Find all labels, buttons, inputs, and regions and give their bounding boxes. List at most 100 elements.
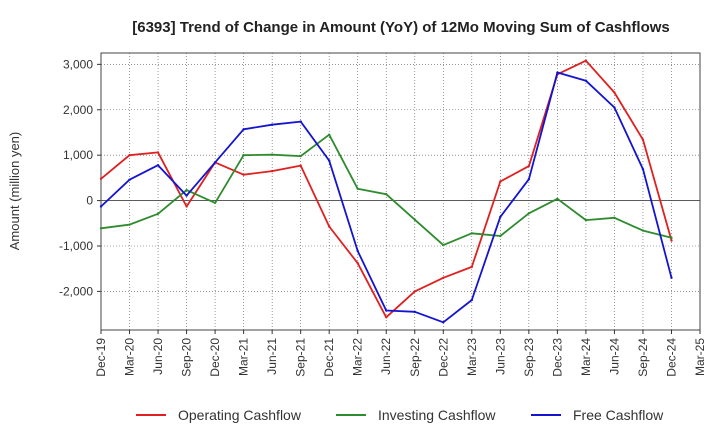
x-tick-label: Dec-22 (436, 338, 450, 377)
x-tick-label: Sep-21 (294, 338, 308, 377)
data-point (670, 236, 673, 240)
data-point (185, 194, 188, 197)
data-point (242, 153, 245, 157)
x-tick-label: Dec-19 (94, 338, 108, 377)
x-tick-label: Dec-21 (322, 338, 336, 377)
data-point (385, 193, 388, 196)
data-point (128, 178, 131, 181)
x-tick-label: Mar-25 (693, 338, 707, 376)
data-point (556, 197, 559, 200)
legend-item: Operating Cashflow (136, 407, 302, 423)
data-point (356, 249, 359, 253)
x-tick-label: Dec-20 (208, 338, 222, 377)
x-tick-label: Dec-23 (550, 338, 564, 377)
x-tick-label: Jun-21 (265, 338, 279, 375)
data-point (499, 234, 502, 238)
data-point (442, 276, 445, 279)
data-point (556, 71, 559, 74)
chart-title: [6393] Trend of Change in Amount (YoY) o… (132, 19, 670, 36)
x-tick-label: Sep-23 (522, 338, 536, 377)
plot-frame (100, 52, 701, 331)
data-point (99, 227, 103, 230)
data-point (527, 212, 531, 215)
data-point (242, 173, 245, 176)
data-point (270, 169, 274, 173)
data-point (270, 123, 274, 126)
x-tick-label: Dec-24 (664, 338, 678, 377)
data-point (499, 180, 502, 183)
data-point (413, 290, 416, 293)
x-tick-label: Sep-22 (408, 338, 422, 377)
x-tick-label: Jun-23 (493, 338, 507, 375)
data-point (299, 120, 302, 123)
data-point (470, 298, 474, 302)
axes: 3,000 2,000 1,000 0 -1,000 -2,000 Dec-19 Mar-20… (59, 52, 707, 377)
y-tick-label: 3,000 (63, 57, 93, 71)
data-point (641, 229, 645, 232)
x-tick-label: Mar-22 (351, 338, 365, 376)
data-point (613, 91, 616, 94)
x-tick-label: Sep-24 (636, 338, 650, 377)
x-tick-label: Sep-20 (180, 338, 194, 377)
data-point (99, 177, 103, 180)
data-point (213, 161, 217, 164)
x-tick-label: Jun-20 (151, 338, 165, 375)
data-point (470, 265, 474, 269)
data-point (185, 188, 188, 192)
y-tick-label: -2,000 (59, 284, 93, 298)
y-tick-label: 0 (86, 194, 93, 208)
y-axis-label: Amount (million yen) (7, 132, 22, 251)
data-point (499, 215, 502, 219)
data-point (185, 205, 188, 208)
legend-label: Free Cashflow (573, 407, 664, 423)
data-point (385, 316, 388, 319)
y-tick-label: 1,000 (63, 148, 93, 162)
data-point (413, 310, 416, 314)
data-point (356, 262, 359, 265)
data-point (442, 243, 445, 247)
data-point (213, 201, 217, 205)
data-point (327, 133, 331, 136)
y-tick-label: -1,000 (59, 239, 93, 253)
data-point (385, 309, 388, 312)
data-point (670, 276, 673, 279)
data-point (613, 106, 616, 109)
data-point (470, 232, 474, 235)
data-point (270, 153, 274, 156)
data-point (156, 212, 160, 215)
data-point (641, 138, 645, 141)
legend-label: Investing Cashflow (378, 407, 496, 423)
x-tick-label: Jun-22 (379, 338, 393, 375)
data-point (442, 321, 445, 324)
data-point (327, 225, 331, 228)
data-point (613, 216, 616, 220)
legend: Operating Cashflow Investing Cashflow Free… (136, 407, 664, 423)
data-point (156, 163, 160, 167)
x-tick-label: Mar-24 (579, 338, 593, 376)
data-point (299, 154, 302, 158)
data-point (356, 187, 359, 190)
grid (100, 53, 701, 330)
data-point (128, 153, 131, 157)
legend-label: Operating Cashflow (178, 407, 302, 423)
x-tick-label: Mar-23 (465, 338, 479, 376)
data-point (584, 218, 588, 222)
series-lines (99, 59, 673, 324)
y-tick-label: 2,000 (63, 103, 93, 117)
data-point (584, 59, 588, 62)
data-point (128, 223, 131, 226)
data-point (670, 239, 673, 242)
data-point (299, 164, 302, 167)
x-tick-label: Mar-20 (123, 338, 137, 376)
x-tick-label: Mar-21 (237, 338, 251, 376)
data-point (99, 205, 103, 208)
data-point (584, 79, 588, 82)
x-tick-label: Jun-24 (607, 338, 621, 375)
legend-item: Free Cashflow (531, 407, 664, 423)
data-point (641, 168, 645, 171)
data-point (327, 159, 331, 162)
data-point (527, 178, 531, 181)
data-point (156, 151, 160, 154)
data-point (413, 218, 416, 221)
